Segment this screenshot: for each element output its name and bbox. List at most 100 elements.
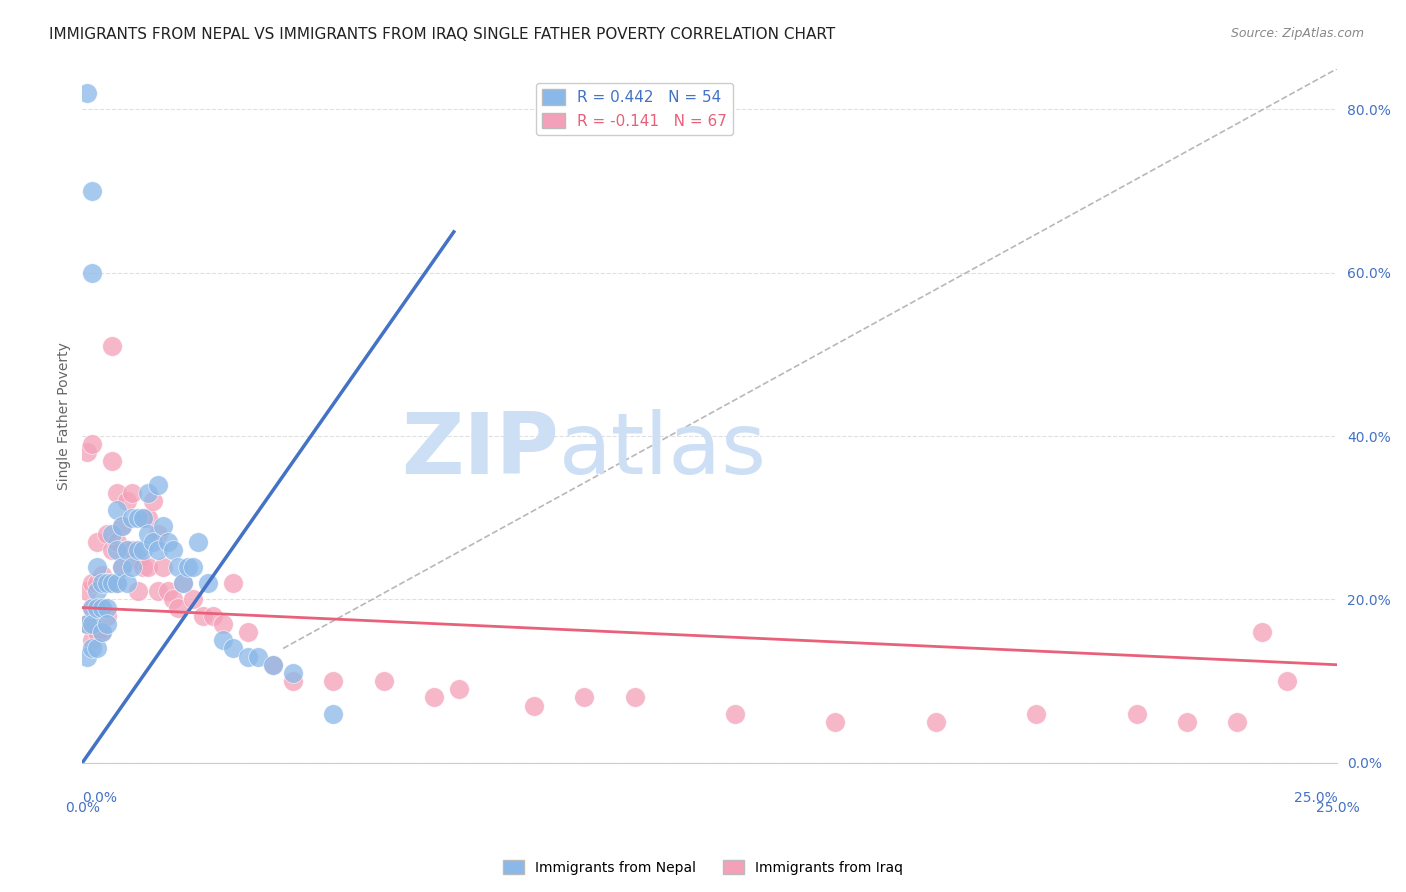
- Point: [127, 584, 149, 599]
- Point: [1025, 706, 1047, 721]
- Point: [101, 543, 124, 558]
- Point: [156, 535, 179, 549]
- Point: [117, 494, 139, 508]
- Point: [236, 649, 259, 664]
- Text: 25.0%: 25.0%: [1294, 790, 1337, 805]
- Point: [247, 649, 270, 664]
- Point: [131, 543, 153, 558]
- Point: [131, 510, 153, 524]
- Point: [322, 706, 344, 721]
- Point: [86, 559, 108, 574]
- Point: [172, 576, 194, 591]
- Point: [91, 568, 114, 582]
- Point: [1251, 625, 1274, 640]
- Point: [177, 559, 200, 574]
- Point: [1125, 706, 1147, 721]
- Point: [146, 584, 169, 599]
- Point: [101, 453, 124, 467]
- Point: [91, 576, 114, 591]
- Point: [146, 543, 169, 558]
- Point: [82, 641, 104, 656]
- Point: [187, 535, 209, 549]
- Point: [111, 559, 134, 574]
- Point: [925, 714, 948, 729]
- Point: [86, 600, 108, 615]
- Point: [824, 714, 846, 729]
- Point: [76, 445, 98, 459]
- Point: [76, 616, 98, 631]
- Point: [91, 625, 114, 640]
- Y-axis label: Single Father Poverty: Single Father Poverty: [58, 342, 72, 490]
- Point: [127, 551, 149, 566]
- Point: [91, 625, 114, 640]
- Point: [86, 600, 108, 615]
- Point: [131, 510, 153, 524]
- Point: [96, 527, 118, 541]
- Point: [117, 543, 139, 558]
- Point: [107, 502, 129, 516]
- Point: [142, 535, 165, 549]
- Point: [162, 592, 184, 607]
- Text: Source: ZipAtlas.com: Source: ZipAtlas.com: [1230, 27, 1364, 40]
- Point: [281, 674, 304, 689]
- Point: [76, 616, 98, 631]
- Point: [127, 543, 149, 558]
- Point: [1277, 674, 1299, 689]
- Point: [82, 266, 104, 280]
- Point: [96, 576, 118, 591]
- Point: [96, 576, 118, 591]
- Point: [191, 608, 214, 623]
- Point: [76, 649, 98, 664]
- Point: [91, 600, 114, 615]
- Point: [101, 576, 124, 591]
- Point: [181, 559, 204, 574]
- Point: [111, 519, 134, 533]
- Point: [111, 559, 134, 574]
- Point: [107, 543, 129, 558]
- Point: [166, 600, 188, 615]
- Point: [96, 600, 118, 615]
- Point: [212, 633, 235, 648]
- Point: [156, 584, 179, 599]
- Point: [107, 535, 129, 549]
- Point: [146, 527, 169, 541]
- Point: [152, 559, 174, 574]
- Point: [127, 510, 149, 524]
- Point: [373, 674, 395, 689]
- Point: [152, 519, 174, 533]
- Point: [222, 641, 245, 656]
- Point: [523, 698, 546, 713]
- Point: [86, 584, 108, 599]
- Point: [447, 682, 470, 697]
- Point: [82, 437, 104, 451]
- Point: [262, 657, 284, 672]
- Text: 0.0%: 0.0%: [65, 801, 100, 815]
- Text: 25.0%: 25.0%: [1316, 801, 1360, 815]
- Point: [574, 690, 596, 705]
- Point: [121, 543, 143, 558]
- Point: [136, 559, 159, 574]
- Point: [262, 657, 284, 672]
- Point: [136, 510, 159, 524]
- Point: [101, 527, 124, 541]
- Point: [136, 486, 159, 500]
- Point: [82, 184, 104, 198]
- Point: [82, 633, 104, 648]
- Point: [76, 86, 98, 100]
- Legend: R = 0.442   N = 54, R = -0.141   N = 67: R = 0.442 N = 54, R = -0.141 N = 67: [536, 83, 733, 135]
- Point: [212, 616, 235, 631]
- Point: [281, 665, 304, 680]
- Point: [422, 690, 444, 705]
- Point: [82, 616, 104, 631]
- Point: [111, 519, 134, 533]
- Point: [201, 608, 224, 623]
- Point: [136, 527, 159, 541]
- Point: [172, 576, 194, 591]
- Point: [222, 576, 245, 591]
- Point: [236, 625, 259, 640]
- Text: ZIP: ZIP: [402, 409, 560, 491]
- Point: [91, 600, 114, 615]
- Point: [86, 641, 108, 656]
- Point: [162, 543, 184, 558]
- Point: [96, 616, 118, 631]
